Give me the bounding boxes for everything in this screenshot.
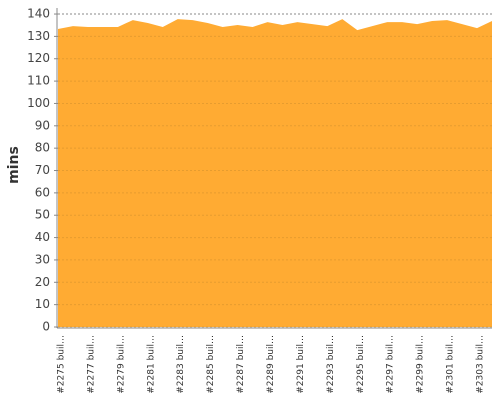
y-tick-label: 100 bbox=[27, 96, 50, 110]
x-tick-label: #2289 buil… bbox=[266, 335, 276, 394]
y-axis-label: mins bbox=[6, 146, 22, 184]
x-tick-label: #2299 buil… bbox=[416, 335, 426, 394]
area bbox=[58, 19, 492, 327]
y-tick-label: 140 bbox=[27, 7, 50, 21]
x-tick-label: #2285 buil… bbox=[206, 335, 216, 394]
y-tick-label: 90 bbox=[35, 118, 50, 132]
x-tick-label: #2291 buil… bbox=[296, 335, 306, 394]
y-tick-label: 0 bbox=[42, 320, 50, 334]
x-tick-label: #2297 buil… bbox=[386, 335, 396, 394]
y-tick-label: 120 bbox=[27, 51, 50, 65]
x-tick-label: #2275 buil… bbox=[57, 335, 67, 394]
x-tick-label: #2283 buil… bbox=[176, 335, 186, 394]
x-tick-label: #2287 buil… bbox=[236, 335, 246, 394]
y-tick-label: 70 bbox=[35, 163, 50, 177]
y-tick-label: 130 bbox=[27, 29, 50, 43]
y-tick-label: 50 bbox=[35, 208, 50, 222]
x-tick-label: #2303 buil… bbox=[476, 335, 486, 394]
x-tick-label: #2295 buil… bbox=[356, 335, 366, 394]
x-tick-label: #2301 buil… bbox=[446, 335, 456, 394]
y-tick-label: 60 bbox=[35, 185, 50, 199]
y-tick-label: 110 bbox=[27, 74, 50, 88]
y-tick-label: 20 bbox=[35, 275, 50, 289]
x-tick-label: #2293 buil… bbox=[326, 335, 336, 394]
x-tick-label: #2279 buil… bbox=[116, 335, 126, 394]
y-tick-label: 80 bbox=[35, 141, 50, 155]
x-tick-label: #2277 buil… bbox=[86, 335, 96, 394]
y-tick-label: 30 bbox=[35, 252, 50, 266]
y-tick-label: 40 bbox=[35, 230, 50, 244]
x-tick-label: #2281 buil… bbox=[146, 335, 156, 394]
y-tick-label: 10 bbox=[35, 297, 50, 311]
